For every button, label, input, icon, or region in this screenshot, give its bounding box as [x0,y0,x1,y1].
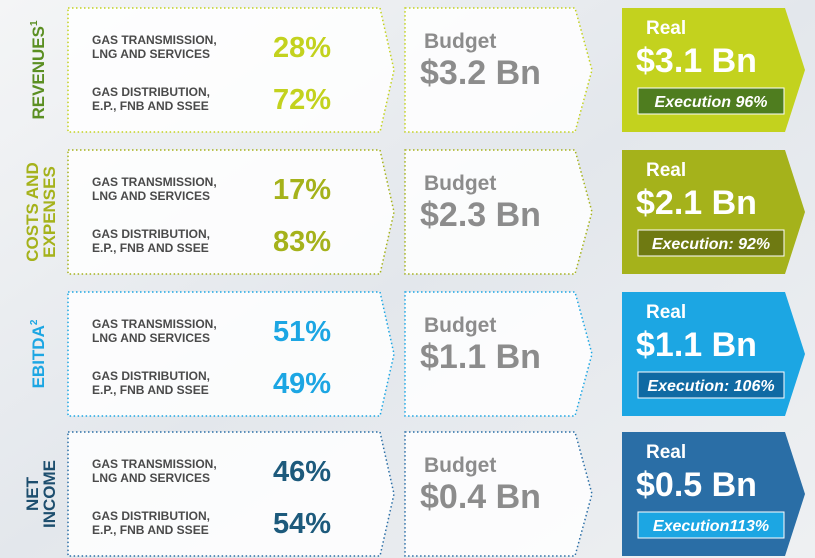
infographic: REVENUES1GAS TRANSMISSION,LNG AND SERVIC… [0,0,815,558]
segment-share: 72% [273,84,331,116]
real-value: $1.1 Bn [636,326,757,364]
segment-name: E.P., FNB AND SSEE [92,99,209,113]
real-label: Real [646,18,686,39]
segment-name: LNG AND SERVICES [92,471,210,485]
footnote: 1 [29,20,40,26]
real-label: Real [646,302,686,323]
budget-value: $2.3 Bn [420,196,541,234]
segment-share: 17% [273,174,331,206]
execution: Execution113% [653,518,769,535]
segment-name: E.P., FNB AND SSEE [92,383,209,397]
shares-box [68,8,394,132]
budget-label: Budget [424,454,496,477]
real-value: $2.1 Bn [636,184,757,222]
row-label-line: INCOME [40,460,59,528]
budget-value: $0.4 Bn [420,478,541,516]
segment-name: GAS TRANSMISSION, [92,175,217,189]
segment-name: GAS DISTRIBUTION, [92,369,210,383]
segment-name: LNG AND SERVICES [92,331,210,345]
real-label: Real [646,160,686,181]
segment-name: E.P., FNB AND SSEE [92,523,209,537]
row-label-line: EXPENSES [40,166,59,258]
segment-share: 54% [273,508,331,540]
row-label: REVENUES1 [29,20,48,120]
segment-name: GAS DISTRIBUTION, [92,85,210,99]
budget-value: $1.1 Bn [420,338,541,376]
real-label: Real [646,442,686,463]
execution: Execution 96% [655,94,768,111]
real-value: $0.5 Bn [636,466,757,504]
row-label: EBITDA2 [29,319,48,388]
row-label: COSTS ANDEXPENSES [23,162,59,262]
segment-name: GAS DISTRIBUTION, [92,227,210,241]
footnote: 2 [29,319,40,325]
budget-value: $3.2 Bn [420,54,541,92]
budget-label: Budget [424,30,496,53]
row-label-line: REVENUES [29,26,48,120]
segment-share: 83% [273,226,331,258]
shares-box [68,292,394,416]
segment-name: E.P., FNB AND SSEE [92,241,209,255]
budget-label: Budget [424,172,496,195]
segment-name: LNG AND SERVICES [92,189,210,203]
segment-name: GAS DISTRIBUTION, [92,509,210,523]
row-label-line: EBITDA [29,325,48,388]
segment-name: GAS TRANSMISSION, [92,317,217,331]
real-value: $3.1 Bn [636,42,757,80]
segment-name: LNG AND SERVICES [92,47,210,61]
segment-name: GAS TRANSMISSION, [92,33,217,47]
budget-label: Budget [424,314,496,337]
segment-share: 28% [273,32,331,64]
segment-share: 51% [273,316,331,348]
shares-box [68,150,394,274]
execution: Execution: 92% [652,236,770,253]
execution: Execution: 106% [647,378,774,395]
segment-name: GAS TRANSMISSION, [92,457,217,471]
shares-box [68,432,394,556]
segment-share: 49% [273,368,331,400]
segment-share: 46% [273,456,331,488]
